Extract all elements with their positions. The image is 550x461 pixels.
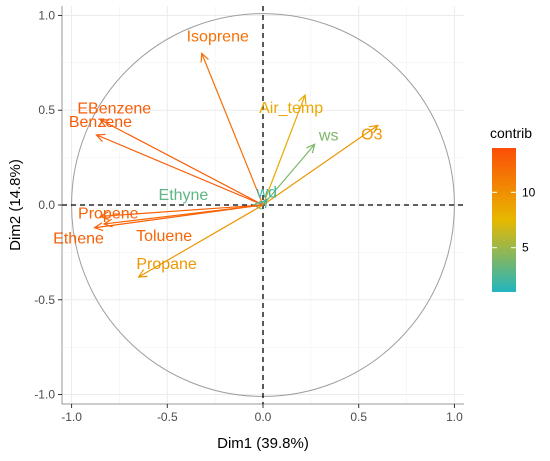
arrowhead-isoprene (200, 52, 209, 63)
arrowhead-air_temp (298, 93, 307, 105)
variable-label-ebenzene: EBenzene (77, 101, 151, 118)
variable-label-air_temp: Air_temp (259, 100, 323, 117)
x-axis-title: Dim1 (39.8%) (217, 435, 309, 452)
variable-label-o3: O3 (361, 126, 382, 143)
arrow-o3 (262, 124, 379, 206)
arrow-ethene (94, 204, 264, 229)
arrowhead-ws (306, 143, 316, 154)
variable-label-ws: ws (318, 127, 339, 144)
variable-arrows (93, 52, 379, 278)
arrowhead-wd (258, 198, 268, 209)
x-tick-label: 0.5 (350, 410, 367, 424)
y-tick-label: 1.0 (38, 8, 55, 22)
y-tick-label: 0.5 (38, 103, 55, 117)
legend-title: contrib (490, 125, 532, 141)
arrow-propane (138, 204, 264, 278)
variable-label-wd: wd (256, 184, 277, 201)
variable-label-propene: Propene (78, 205, 139, 222)
arrow-ws (262, 143, 316, 206)
x-tick-label: 0.0 (255, 410, 272, 424)
arrow-benzene (96, 134, 264, 206)
x-tick-label: 1.0 (446, 410, 463, 424)
legend-colorbar (492, 148, 516, 292)
legend: contrib 5 10 (490, 125, 536, 292)
arrowhead-propane (137, 269, 148, 278)
variable-label-ethene: Ethene (53, 231, 104, 248)
x-tick-label: -1.0 (61, 410, 82, 424)
variable-label-toluene: Toluene (136, 228, 192, 245)
arrowhead-o3 (368, 124, 379, 134)
y-tick-label: -1.0 (34, 388, 55, 402)
arrowhead-ebenzene (99, 119, 110, 128)
legend-ticks: 5 10 (492, 185, 536, 255)
variable-label-benzene: Benzene (69, 114, 132, 131)
arrowhead-propene (98, 211, 109, 221)
arrowhead-ethene (93, 222, 104, 232)
y-tick-label: -0.5 (34, 293, 55, 307)
legend-tick-label: 5 (522, 241, 529, 255)
x-tick-label: -0.5 (157, 410, 178, 424)
arrow-propene (100, 204, 264, 217)
arrow-air_temp (262, 94, 306, 206)
y-tick-label: 0.0 (38, 198, 55, 212)
variable-label-ethyne: Ethyne (159, 187, 209, 204)
arrow-ebenzene (100, 119, 264, 206)
variable-label-propane: Propane (136, 256, 197, 273)
variable-label-isoprene: Isoprene (187, 28, 249, 45)
y-axis-title: Dim2 (14.8%) (7, 159, 24, 251)
arrowhead-benzene (95, 133, 106, 143)
arrow-isoprene (201, 53, 264, 206)
axes: -1.0 -0.5 0.0 0.5 1.0 -1.0 -0.5 0.0 0.5 1.0 (34, 6, 464, 424)
legend-tick-label: 10 (522, 185, 536, 199)
